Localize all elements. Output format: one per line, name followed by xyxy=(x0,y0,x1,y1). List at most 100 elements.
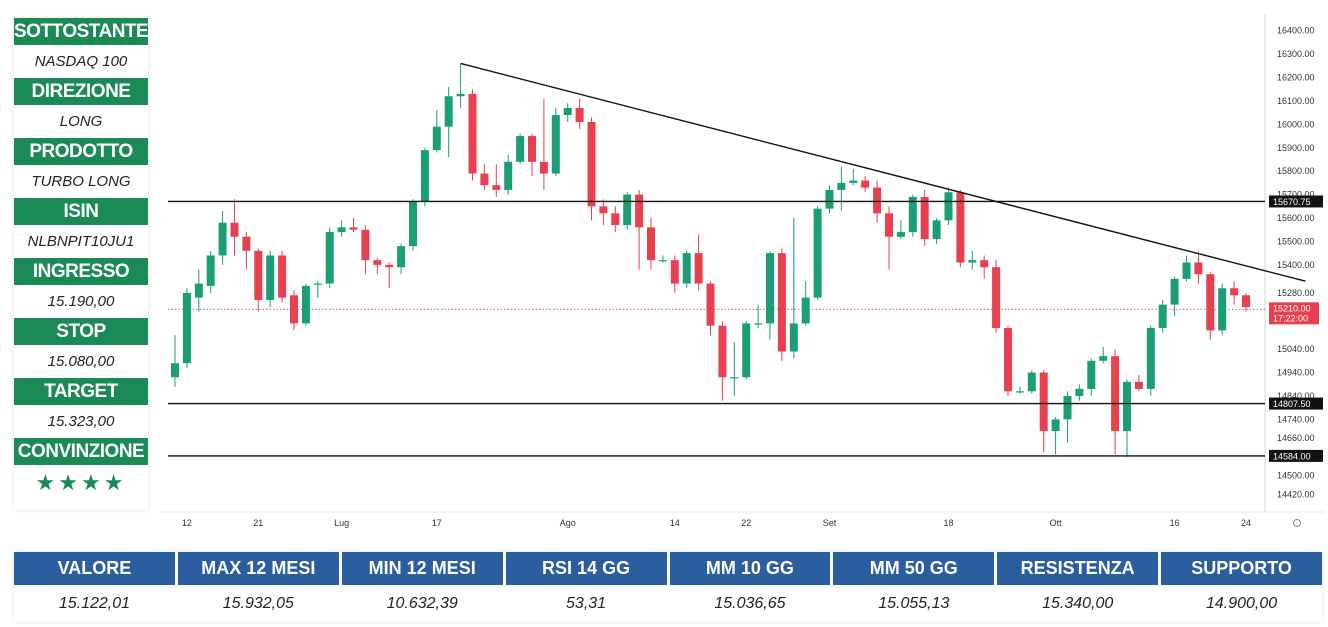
last-price-tag xyxy=(1269,302,1319,325)
candle-up xyxy=(1146,328,1155,389)
candle-up xyxy=(1158,304,1167,329)
label-prodotto: PRODOTTO xyxy=(14,138,148,165)
candle-down xyxy=(1194,262,1203,275)
stats-value-min: 10.632,39 xyxy=(386,595,458,612)
candle-down xyxy=(706,283,715,326)
y-tick-label: 16300.00 xyxy=(1277,49,1315,59)
stats-value-resistenza: 15.340,00 xyxy=(1042,595,1114,612)
candle-up xyxy=(1015,391,1024,393)
candle-down xyxy=(885,213,893,237)
stats-header-min: MIN 12 MESI xyxy=(341,552,503,585)
y-tick-label: 15400.00 xyxy=(1277,260,1315,270)
price-chart[interactable]: 16400.00 16300.00 16200.00 16100.00 16000.00… xyxy=(160,14,1324,534)
candle-up xyxy=(1087,360,1096,389)
candle-up xyxy=(813,208,822,298)
y-tick-label: 14840.00 xyxy=(1277,391,1315,401)
level-label: 14807.50 xyxy=(1273,399,1311,409)
candle-up xyxy=(1099,356,1108,361)
candle-up xyxy=(182,292,191,364)
y-tick-label: 14420.00 xyxy=(1277,489,1315,499)
label-direzione: DIREZIONE xyxy=(14,78,148,105)
candle-up xyxy=(325,232,334,284)
candle-down xyxy=(373,260,382,265)
stats-header-max: MAX 12 MESI xyxy=(177,552,339,585)
candle-up xyxy=(1182,262,1191,279)
candlestick-chart-svg[interactable]: 16400.00 16300.00 16200.00 16100.00 16000.00… xyxy=(160,14,1324,534)
candle-up xyxy=(1218,288,1227,331)
candle-up xyxy=(218,222,227,256)
candle-down xyxy=(1242,295,1250,307)
y-tick-label: 14940.00 xyxy=(1277,368,1315,378)
candle-up xyxy=(337,227,346,233)
stats-value-mm10: 15.036,65 xyxy=(714,595,786,612)
candle-down xyxy=(920,196,929,240)
candle-down xyxy=(539,161,548,174)
stats-header-valore: VALORE xyxy=(14,552,175,585)
label-target: TARGET xyxy=(14,378,148,405)
y-tick-label: 15040.00 xyxy=(1277,344,1315,354)
candle-up xyxy=(206,255,215,286)
level-label-bg xyxy=(1269,397,1323,410)
x-tick-label: 24 xyxy=(1241,518,1251,528)
y-tick-label: 14740.00 xyxy=(1277,414,1315,424)
candle-down xyxy=(349,227,358,230)
candle-down xyxy=(718,325,727,378)
candle-down xyxy=(1111,356,1120,432)
countdown-label: 17:22:00 xyxy=(1273,313,1308,323)
candle-up xyxy=(1063,395,1072,420)
candle-up xyxy=(444,96,453,127)
stats-header-supporto: SUPPORTO xyxy=(1161,552,1322,585)
candle-down xyxy=(1134,381,1143,389)
candle-down xyxy=(635,194,644,228)
candle-down xyxy=(777,253,786,352)
stats-header-rsi: RSI 14 GG xyxy=(505,552,667,585)
y-tick-label: 16000.00 xyxy=(1277,119,1315,129)
label-isin: ISIN xyxy=(14,198,148,225)
candle-up xyxy=(563,107,572,115)
candle-up xyxy=(409,201,417,247)
info-panel: SOTTOSTANTE NASDAQ 100 DIREZIONE LONG PR… xyxy=(14,18,149,510)
candle-down xyxy=(242,236,251,251)
candle-down xyxy=(861,180,870,188)
candle-up xyxy=(825,189,834,209)
candle-down xyxy=(611,213,620,226)
stats-value-row: 15.122,01 15.932,05 10.632,39 53,31 15.0… xyxy=(14,585,1322,622)
candle-up xyxy=(730,377,739,379)
candle-up xyxy=(1123,381,1131,432)
stats-value-rsi: 53,31 xyxy=(566,595,607,612)
y-tick-label: 15500.00 xyxy=(1277,236,1315,246)
settings-icon xyxy=(1293,519,1301,527)
y-tick-label: 15900.00 xyxy=(1277,143,1315,153)
stats-table: VALORE MAX 12 MESI MIN 12 MESI RSI 14 GG… xyxy=(14,552,1322,622)
value-prodotto: TURBO LONG xyxy=(31,173,131,190)
candle-down xyxy=(599,206,608,214)
x-tick-label: 12 xyxy=(182,518,192,528)
candle-up xyxy=(837,182,846,190)
x-tick-label: Set xyxy=(823,518,837,528)
x-tick-label: 14 xyxy=(670,518,680,528)
candle-down xyxy=(385,264,394,268)
candle-down xyxy=(254,250,263,300)
level-label-bg xyxy=(1269,195,1323,208)
y-tick-label: 14500.00 xyxy=(1277,471,1315,481)
value-sottostante: NASDAQ 100 xyxy=(34,53,128,70)
last-price-label: 15210.00 xyxy=(1273,303,1311,313)
candle-up xyxy=(1075,388,1084,396)
value-direzione: LONG xyxy=(59,113,103,130)
candle-down xyxy=(468,93,477,174)
value-ingresso: 15.190,00 xyxy=(47,293,115,310)
level-label: 14584.00 xyxy=(1273,451,1311,461)
candle-up xyxy=(1170,278,1179,305)
candle-up xyxy=(266,255,275,300)
candle-up xyxy=(504,161,513,190)
y-tick-label: 15280.00 xyxy=(1277,288,1315,298)
level-label-bg xyxy=(1269,449,1323,462)
x-tick-label: Ott xyxy=(1050,518,1063,528)
candle-up xyxy=(742,323,751,378)
candle-down xyxy=(992,267,1001,329)
candle-down xyxy=(492,185,501,190)
stats-value-mm50: 15.055,13 xyxy=(878,595,950,612)
candle-up xyxy=(194,283,203,298)
x-tick-label: 16 xyxy=(1170,518,1180,528)
candle-up xyxy=(432,126,441,151)
